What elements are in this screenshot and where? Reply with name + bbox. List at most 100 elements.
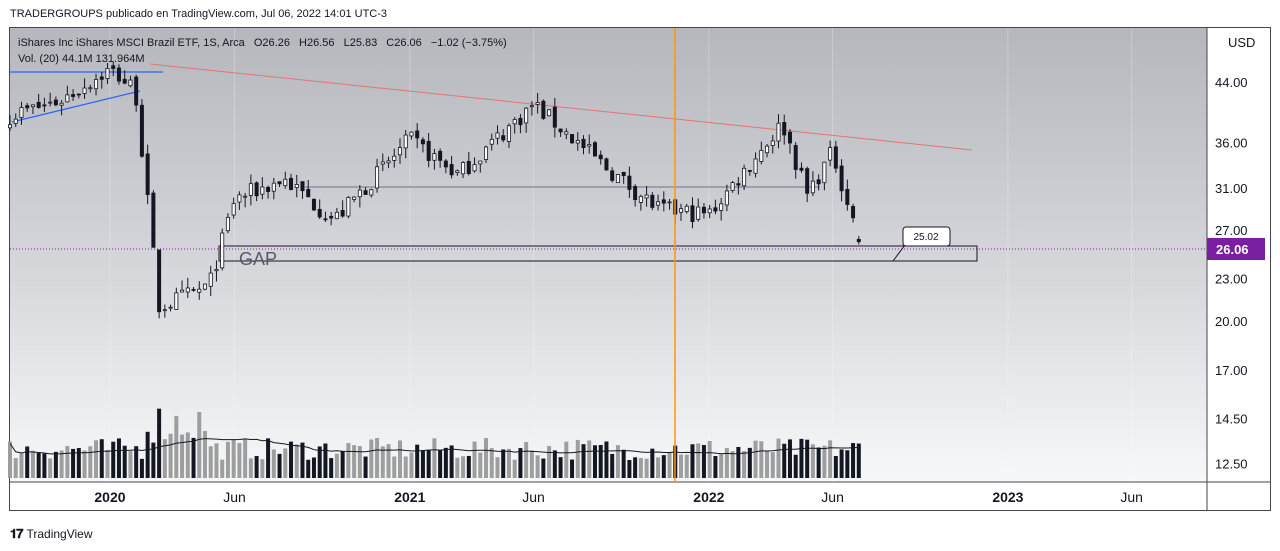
volume-bar — [707, 441, 712, 478]
volume-bar — [455, 457, 460, 478]
volume-bar — [168, 433, 173, 478]
volume-bar — [839, 449, 844, 478]
chart-frame — [9, 27, 1271, 511]
time-tick-label: Jun — [223, 489, 246, 505]
legend-symbol-name: iShares Inc iShares MSCI Brazil ETF, 1S,… — [18, 37, 246, 49]
candle-body — [765, 145, 770, 154]
candle-body — [472, 164, 477, 172]
legend-close: C26.06 — [386, 37, 421, 49]
volume-bar — [162, 439, 167, 478]
volume-bar — [466, 455, 471, 478]
candle-body — [816, 179, 821, 185]
legend-symbol: iShares Inc iShares MSCI Brazil ETF, 1S,… — [18, 37, 507, 49]
candle-body — [185, 287, 190, 293]
volume-bar — [805, 439, 810, 478]
candle-body — [111, 65, 116, 69]
volume-bar — [397, 440, 402, 478]
legend-high: H26.56 — [299, 37, 334, 49]
candle-body — [243, 195, 248, 198]
candle-body — [529, 105, 534, 108]
volume-bar — [317, 446, 322, 478]
volume-bar — [369, 439, 374, 478]
volume-bar — [76, 448, 81, 478]
volume-bar — [323, 443, 328, 478]
candle-body — [524, 107, 529, 124]
volume-bar — [575, 439, 580, 478]
price-tick-label: 12.50 — [1215, 457, 1248, 472]
legend-low: L25.83 — [344, 37, 378, 49]
candle-body — [793, 145, 798, 170]
candle-body — [357, 189, 362, 198]
volume-bar — [271, 449, 276, 478]
candle-body — [151, 192, 156, 248]
price-axis-ticks: 44.00 36.00 31.00 27.00 23.00 20.00 17.00 14.50… — [1215, 75, 1248, 472]
volume-bar — [765, 451, 770, 478]
candle-body — [397, 147, 402, 156]
candle-body — [105, 67, 110, 79]
volume-bar — [403, 456, 408, 478]
candle-body — [225, 216, 230, 232]
candle-body — [71, 94, 76, 97]
candle-body — [696, 206, 701, 220]
candle-body — [415, 130, 420, 139]
candle-body — [214, 269, 219, 272]
callout-value: 25.02 — [913, 232, 938, 243]
volume-bar — [30, 450, 35, 478]
candle-body — [833, 146, 838, 169]
volume-bar — [191, 437, 196, 478]
candle-body — [220, 232, 225, 269]
publisher-line: TRADERGROUPS publicado en TradingView.co… — [10, 8, 388, 20]
candle-body — [271, 182, 276, 192]
volume-bar — [564, 441, 569, 478]
volume-bar — [581, 444, 586, 478]
volume-bar — [472, 441, 477, 478]
volume-bar — [185, 432, 190, 478]
candle-body — [116, 67, 121, 82]
candle-body — [99, 76, 104, 80]
volume-bar — [644, 458, 649, 478]
footer-brand[interactable]: 𝟏𝟕 TradingView — [10, 526, 93, 542]
candle-body — [260, 186, 265, 195]
volume-bar — [478, 452, 483, 478]
candle-body — [7, 124, 12, 129]
volume-bar — [535, 455, 540, 478]
candle-body — [392, 155, 397, 161]
volume-bar — [501, 449, 506, 478]
candle-body — [30, 104, 35, 108]
volume-bar — [638, 458, 643, 478]
volume-bar — [518, 448, 523, 478]
callout-box[interactable] — [902, 226, 951, 247]
volume-bar — [334, 453, 339, 478]
candle-body — [19, 107, 24, 118]
candle-body — [822, 161, 827, 184]
volume-bar — [495, 457, 500, 478]
candle-body — [455, 170, 460, 173]
time-tick-label: 2023 — [992, 489, 1023, 505]
candle-body — [294, 184, 299, 188]
volume-bar — [696, 443, 701, 478]
candle-body — [851, 205, 856, 219]
volume-bar — [621, 449, 626, 478]
candle-body — [610, 170, 615, 181]
candle-body — [82, 87, 87, 94]
candle-body — [438, 150, 443, 161]
candle-body — [759, 150, 764, 162]
price-tick-label: 27.00 — [1215, 223, 1248, 238]
volume-bar — [248, 458, 253, 478]
candle-body — [363, 190, 368, 195]
candle-body — [208, 272, 213, 287]
legend-change: −1.02 (−3.75%) — [431, 37, 507, 49]
price-tick-label: 17.00 — [1215, 363, 1248, 378]
volume-ma-line — [9, 438, 859, 455]
time-tick-label: 2021 — [394, 489, 425, 505]
candle-body — [311, 198, 316, 211]
volume-bar — [570, 459, 575, 478]
candle-body — [139, 104, 144, 157]
volume-bar — [759, 441, 764, 478]
candle-body — [627, 175, 632, 190]
volume-bar — [36, 453, 41, 478]
time-tick-label: Jun — [1120, 489, 1143, 505]
legend-open: O26.26 — [254, 37, 290, 49]
candle-body — [375, 166, 380, 189]
